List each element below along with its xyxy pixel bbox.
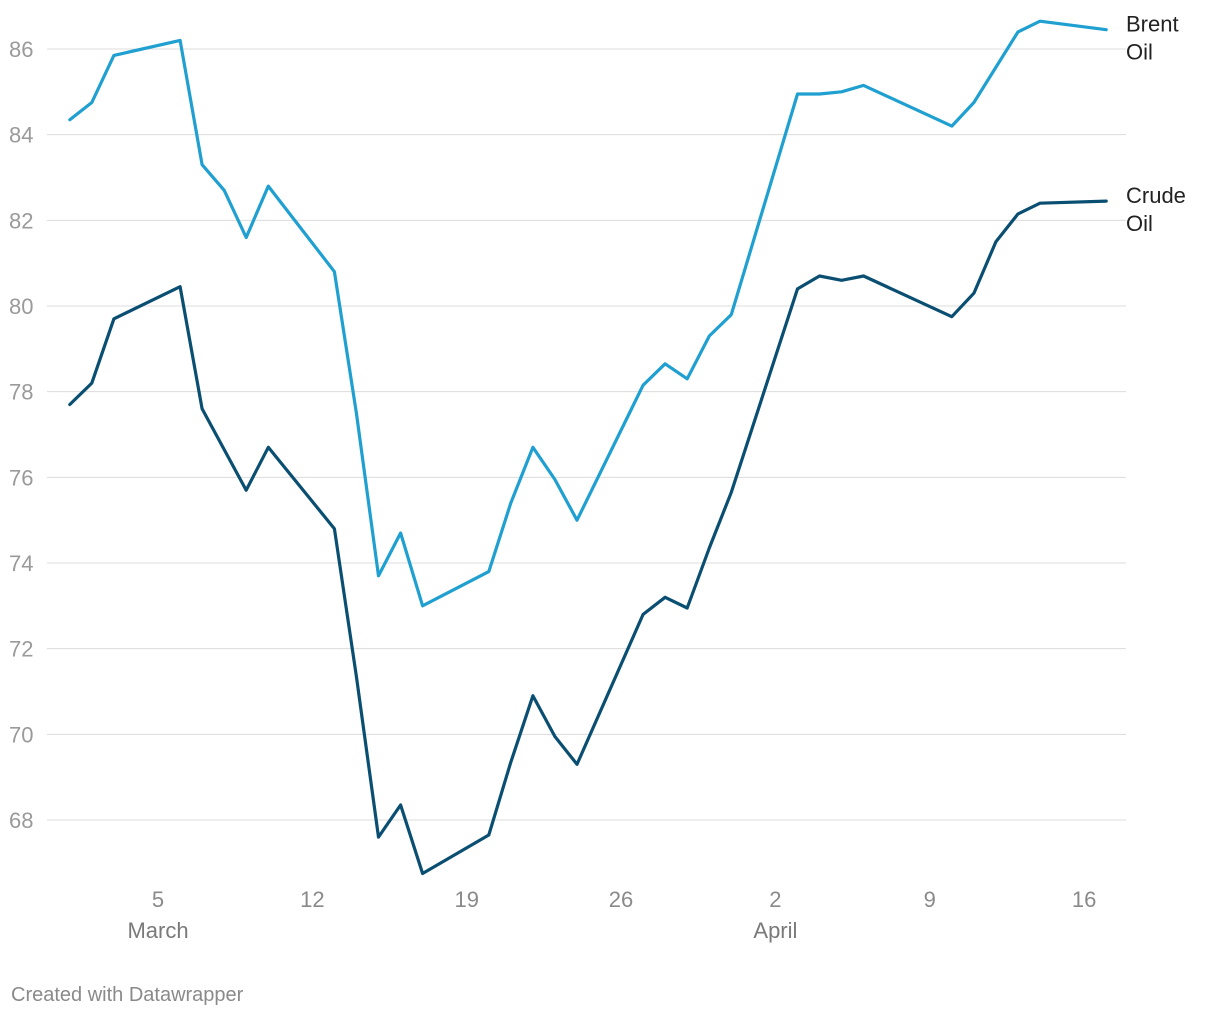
x-tick-label: 12 <box>300 887 324 912</box>
x-tick-label: 19 <box>454 887 478 912</box>
y-tick-label: 70 <box>9 722 33 747</box>
series-labels: Brent Oil Crude Oil <box>1126 12 1186 236</box>
y-tick-label: 78 <box>9 380 33 405</box>
line-chart: 68 70 72 74 76 78 80 82 84 86 5 March 12 19 26 2 April 9… <box>9 12 1186 943</box>
x-tick-label: 16 <box>1072 887 1096 912</box>
series-line-crude-oil <box>68 199 1108 876</box>
x-axis-ticks: 5 March 12 19 26 2 April 9 16 <box>127 887 1096 943</box>
credit-footer: Created with Datawrapper <box>11 984 244 1006</box>
series-label: Oil <box>1126 211 1153 236</box>
y-tick-label: 72 <box>9 637 33 662</box>
series-lines <box>68 19 1108 876</box>
y-tick-label: 68 <box>9 808 33 833</box>
y-axis-ticks: 68 70 72 74 76 78 80 82 84 86 <box>9 37 33 833</box>
x-month-label: April <box>753 918 797 943</box>
y-tick-label: 86 <box>9 37 33 62</box>
y-tick-label: 82 <box>9 208 33 233</box>
x-month-label: March <box>127 918 188 943</box>
x-tick-label: 9 <box>924 887 936 912</box>
y-tick-label: 80 <box>9 294 33 319</box>
series-label: Crude <box>1126 183 1186 208</box>
x-tick-label: 2 <box>769 887 781 912</box>
y-tick-label: 74 <box>9 551 33 576</box>
x-tick-label: 5 <box>152 887 164 912</box>
series-line-brent-oil <box>68 19 1108 608</box>
series-label: Brent <box>1126 12 1179 37</box>
y-tick-label: 76 <box>9 465 33 490</box>
gridlines <box>47 48 1126 821</box>
x-tick-label: 26 <box>609 887 633 912</box>
y-tick-label: 84 <box>9 123 33 148</box>
series-label: Oil <box>1126 40 1153 65</box>
